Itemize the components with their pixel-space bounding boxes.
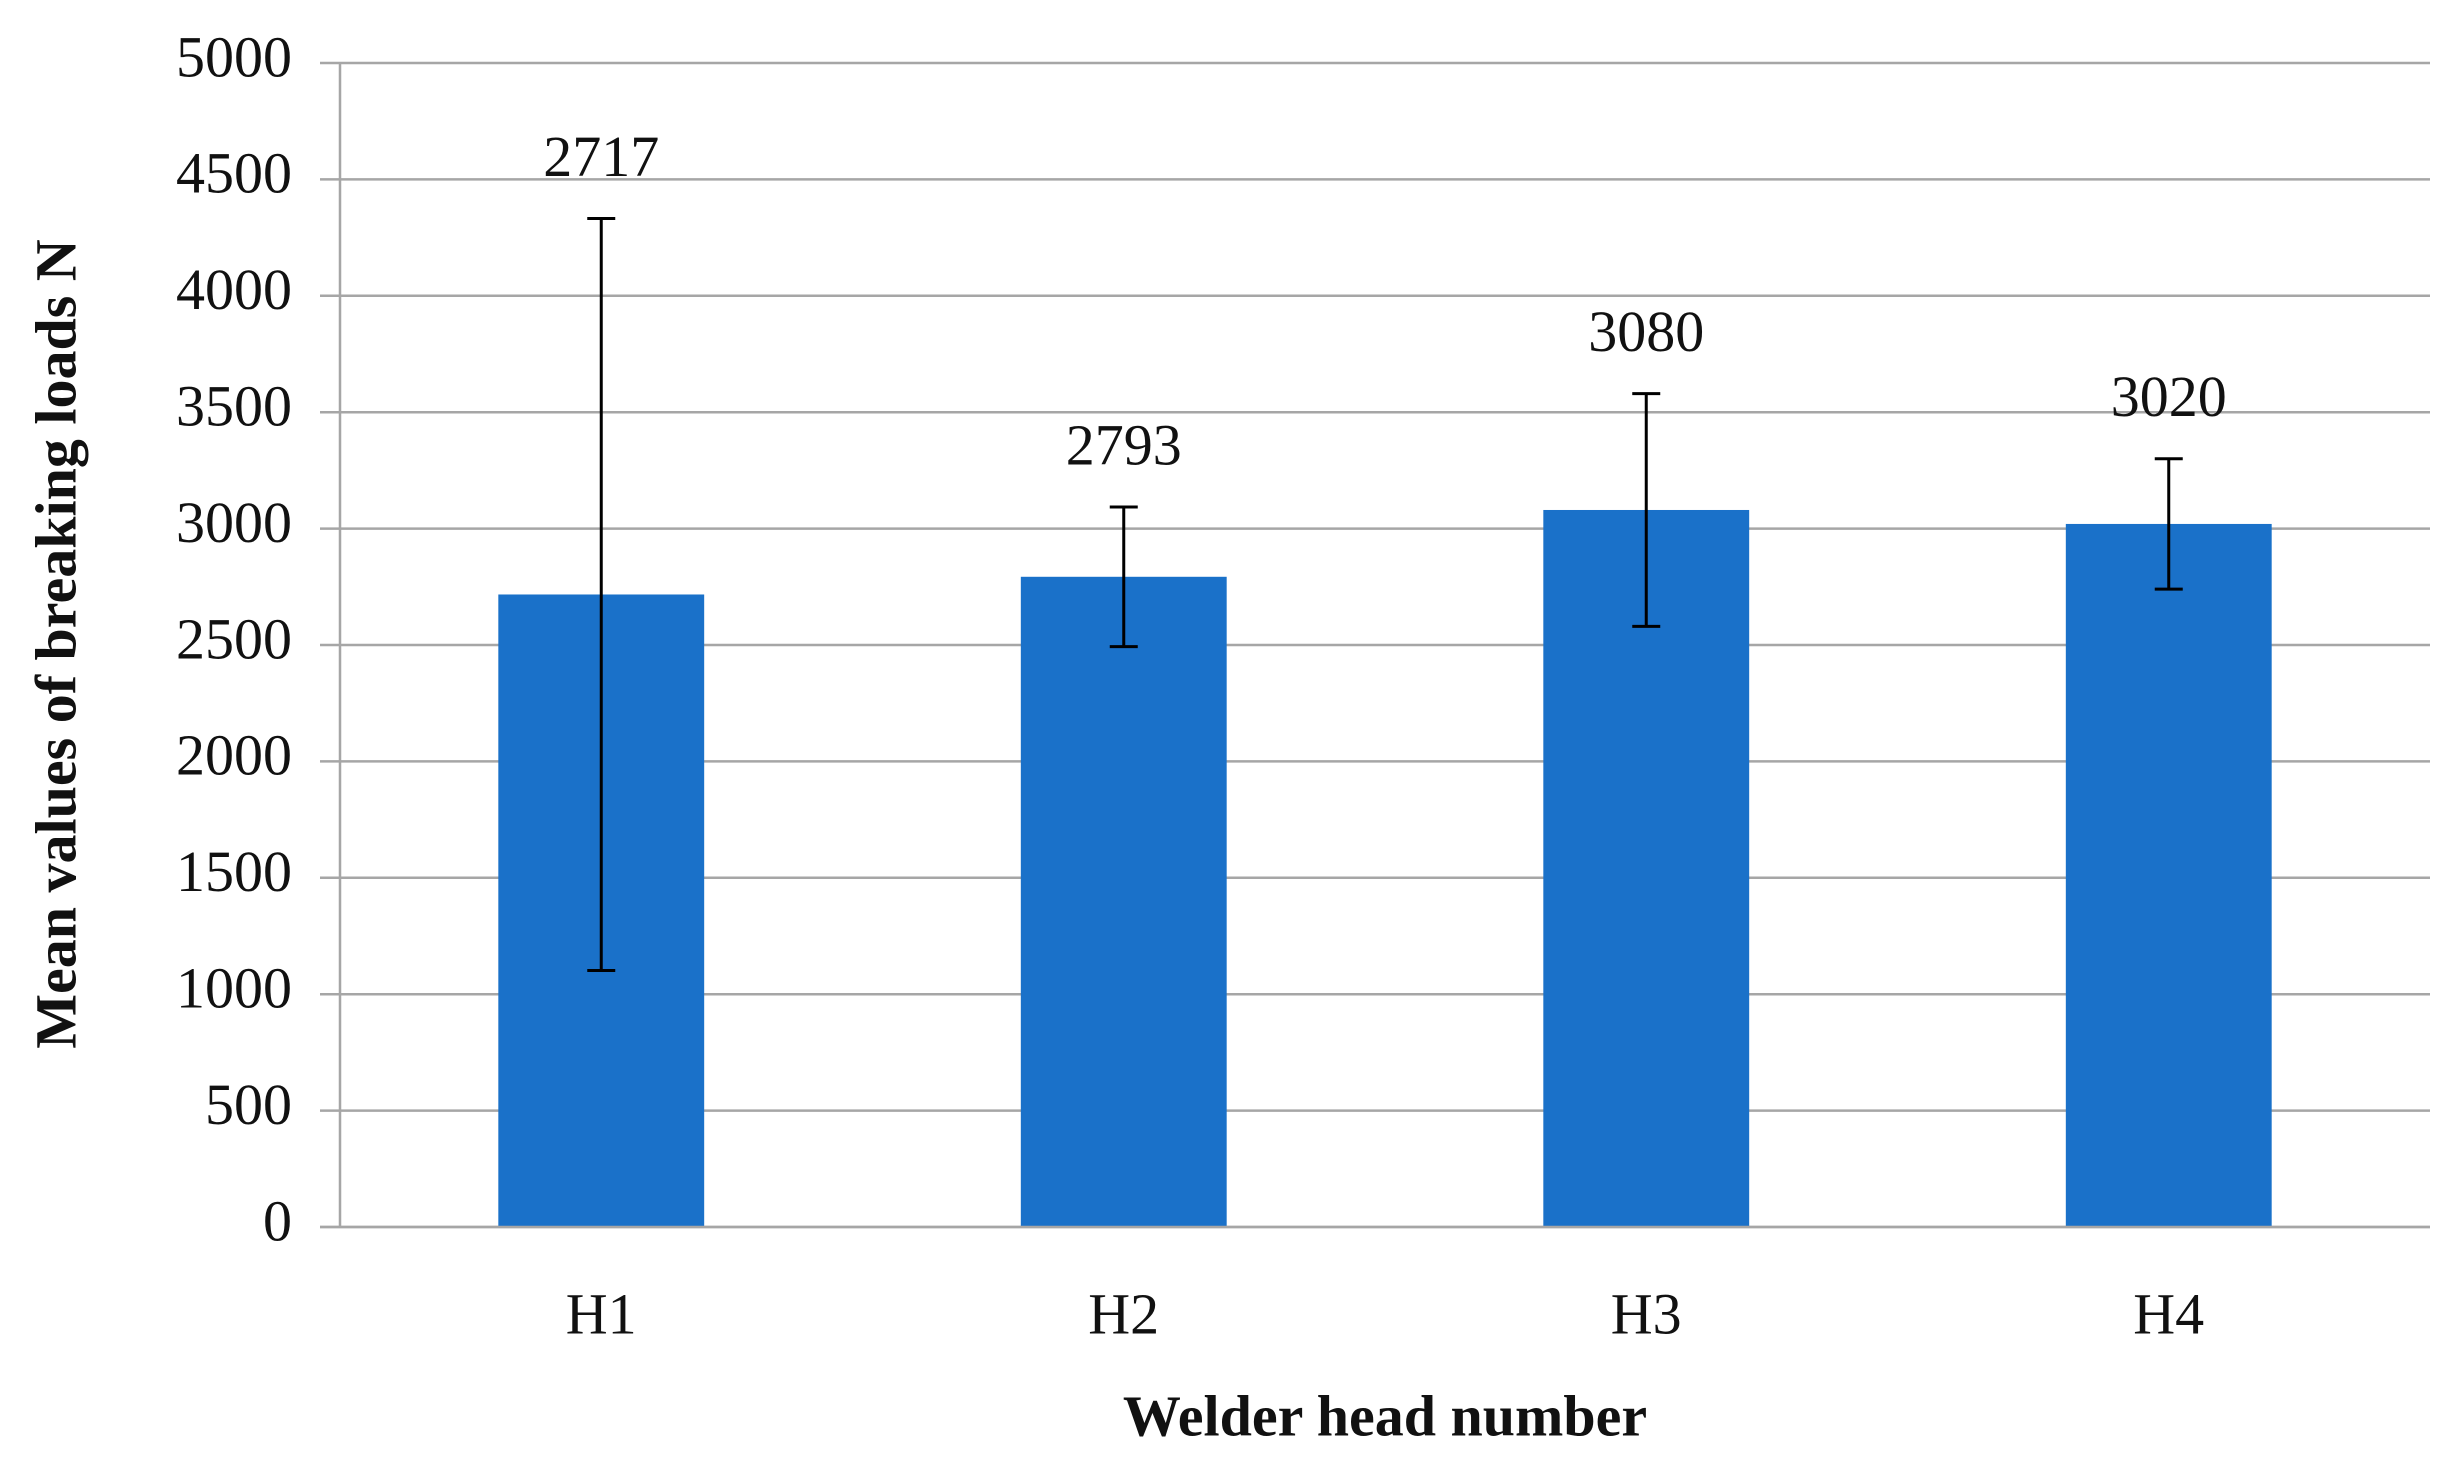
y-tick-label: 4500	[176, 141, 292, 206]
y-tick-label: 4000	[176, 257, 292, 322]
bar	[1020, 576, 1227, 1227]
x-tick-label: H2	[1088, 1281, 1159, 1346]
bar	[1543, 509, 1750, 1227]
data-label: 2793	[1066, 412, 1182, 477]
data-label: 2717	[543, 124, 659, 189]
x-tick-label: H1	[566, 1281, 637, 1346]
y-tick-label: 0	[263, 1188, 292, 1253]
y-axis-title: Mean values of breaking loads N	[23, 239, 88, 1049]
x-axis-title: Welder head number	[1123, 1383, 1647, 1448]
y-tick-label: 1000	[176, 956, 292, 1021]
bar	[2065, 523, 2272, 1227]
y-tick-label: 500	[205, 1072, 292, 1137]
y-tick-label: 1500	[176, 839, 292, 904]
y-tick-label: 2500	[176, 606, 292, 671]
y-tick-label: 5000	[176, 24, 292, 89]
y-tick-label: 2000	[176, 723, 292, 788]
x-tick-label: H4	[2133, 1281, 2204, 1346]
y-tick-label: 3500	[176, 374, 292, 439]
data-label: 3080	[1588, 299, 1704, 364]
data-label: 3020	[2111, 364, 2227, 429]
y-tick-label: 3000	[176, 490, 292, 555]
x-tick-label: H3	[1611, 1281, 1682, 1346]
